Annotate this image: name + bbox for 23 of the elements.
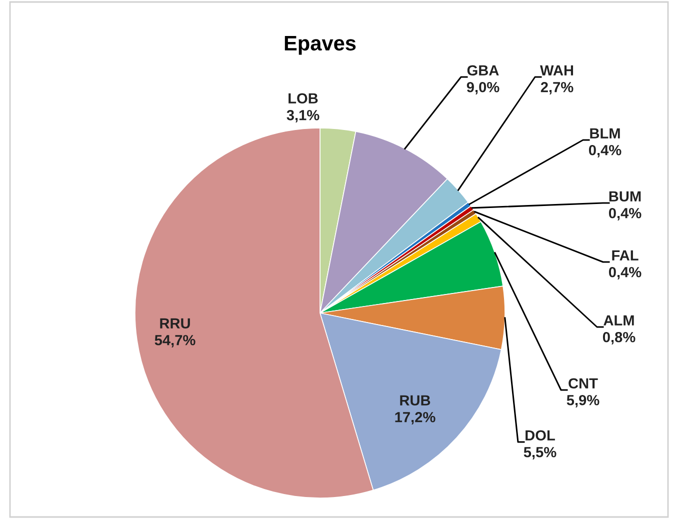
data-label: 9,0% (466, 82, 500, 94)
slice-label: WAH (540, 65, 574, 76)
slice-label: FAL (612, 250, 638, 260)
slice-label: GBA (467, 65, 499, 76)
chart-title: Epaves (284, 36, 356, 55)
data-label: 0,4% (588, 144, 622, 158)
data-label: 5,5% (524, 447, 556, 460)
slice-label: LOB (288, 93, 318, 104)
slice-label: ALM (604, 315, 634, 326)
slice-label: BUM (609, 191, 641, 202)
data-label: 0,4% (608, 208, 642, 220)
slice-label: RUB (400, 395, 430, 406)
data-label: 3,1% (286, 110, 320, 122)
slice-label: BLM (590, 128, 620, 138)
data-label: 54,7% (154, 335, 196, 348)
slice-label: DOL (526, 430, 555, 441)
data-label: 5,9% (566, 394, 600, 408)
slice-label: RRU (160, 318, 190, 329)
data-label: 17,2% (395, 412, 436, 424)
data-label: 0,4% (608, 266, 642, 280)
slice-label: CNT (568, 378, 598, 389)
data-label: 0,8% (602, 332, 636, 344)
data-label: 2,7% (540, 82, 574, 94)
